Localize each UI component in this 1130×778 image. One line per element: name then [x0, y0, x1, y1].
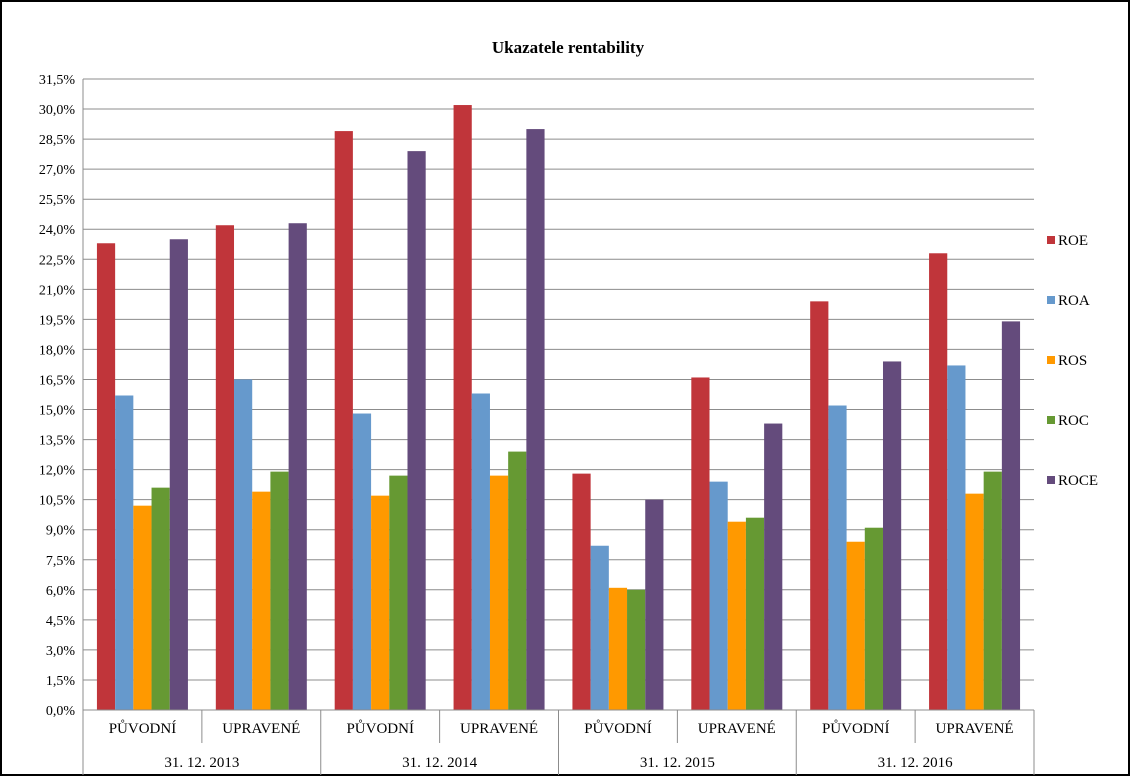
y-tick-label: 24,0%: [39, 223, 76, 238]
bar-roc: [864, 527, 883, 710]
legend-label-ros: ROS: [1058, 353, 1087, 369]
bar-roa: [234, 379, 253, 710]
y-tick-label: 9,0%: [46, 524, 76, 539]
x-tick-label: UPRAVENÉ: [698, 720, 776, 737]
bar-roc: [627, 589, 646, 710]
x-group-label: 31. 12. 2013: [164, 755, 239, 771]
bar-roa: [828, 405, 847, 710]
bar-roe: [810, 301, 829, 710]
bar-roe: [691, 377, 710, 710]
bar-roce: [1001, 321, 1021, 710]
legend-swatch-roe: [1047, 236, 1055, 244]
x-tick-label: PŮVODNÍ: [109, 719, 177, 737]
axes: [82, 79, 1035, 775]
x-group-label: 31. 12. 2014: [402, 755, 478, 771]
x-tick-label: PŮVODNÍ: [584, 719, 652, 737]
y-tick-label: 30,0%: [39, 103, 76, 118]
y-tick-label: 19,5%: [39, 313, 76, 328]
y-tick-label: 25,5%: [39, 193, 76, 208]
x-group-label: 31. 12. 2015: [640, 755, 715, 771]
bar-roce: [764, 423, 783, 710]
y-tick-label: 28,5%: [39, 133, 76, 148]
y-tick-label: 3,0%: [46, 644, 76, 659]
bar-ros: [371, 495, 390, 710]
bar-roce: [882, 361, 902, 710]
bar-roe: [453, 105, 472, 711]
bar-roa: [352, 413, 372, 710]
legend-label-roce: ROCE: [1058, 473, 1098, 489]
y-axis-ticks: 0,0% 1,5% 3,0% 4,5% 6,0% 7,5% 9,0% 10,5% 12,0% 13…: [39, 73, 76, 719]
legend-label-roc: ROC: [1058, 413, 1089, 429]
bar-roce: [526, 129, 545, 711]
bar-ros: [965, 493, 984, 710]
y-tick-label: 27,0%: [39, 163, 76, 178]
bar-ros: [846, 541, 865, 710]
y-tick-label: 7,5%: [46, 554, 76, 569]
bar-ros: [608, 587, 628, 710]
y-tick-label: 18,0%: [39, 343, 76, 358]
bar-roce: [169, 239, 188, 710]
legend-label-roa: ROA: [1058, 293, 1090, 309]
bar-roa: [471, 393, 490, 710]
bar-roc: [983, 471, 1002, 710]
bars: [96, 105, 1021, 711]
y-tick-label: 1,5%: [46, 674, 76, 689]
y-tick-label: 22,5%: [39, 253, 76, 268]
y-tick-label: 21,0%: [39, 283, 76, 298]
bar-roc: [508, 451, 527, 710]
bar-roa: [947, 365, 966, 710]
y-tick-label: 15,0%: [39, 404, 76, 419]
y-tick-label: 31,5%: [39, 73, 76, 88]
y-tick-label: 12,0%: [39, 464, 76, 479]
bar-ros: [133, 505, 152, 710]
bar-roc: [389, 475, 408, 710]
x-tick-label: UPRAVENÉ: [460, 720, 538, 737]
bar-roc: [270, 471, 289, 710]
bar-roe: [929, 253, 948, 710]
bar-roe: [96, 243, 116, 710]
y-tick-label: 16,5%: [39, 373, 76, 388]
bar-ros: [489, 475, 509, 710]
bar-ros: [727, 521, 746, 710]
x-tick-label: PŮVODNÍ: [822, 719, 890, 737]
bar-ros: [252, 491, 271, 710]
bar-roc: [745, 517, 765, 710]
bar-roc: [151, 487, 170, 710]
x-tick-label: PŮVODNÍ: [346, 719, 414, 737]
bar-roa: [709, 481, 728, 710]
bar-roce: [407, 151, 426, 711]
bar-roa: [590, 545, 609, 710]
x-tick-label: UPRAVENÉ: [222, 720, 300, 737]
x-tick-label: UPRAVENÉ: [936, 720, 1014, 737]
bar-roce: [645, 499, 664, 710]
y-tick-label: 6,0%: [46, 584, 76, 599]
y-tick-label: 13,5%: [39, 434, 76, 449]
legend-swatch-roc: [1047, 416, 1055, 424]
y-tick-label: 0,0%: [46, 704, 76, 719]
x-axis-labels: PŮVODNÍ UPRAVENÉ PŮVODNÍ UPRAVENÉ PŮVODNÍ UPR…: [109, 719, 1014, 771]
chart-title: Ukazatele rentability: [492, 38, 645, 57]
bar-roe: [572, 473, 591, 710]
legend-swatch-roa: [1047, 296, 1055, 304]
legend-swatch-roce: [1047, 476, 1055, 484]
bar-roe: [334, 131, 353, 711]
bar-roce: [288, 223, 307, 710]
legend-label-roe: ROE: [1058, 233, 1088, 249]
legend-swatch-ros: [1047, 356, 1055, 364]
bar-roe: [215, 225, 235, 710]
y-tick-label: 4,5%: [46, 614, 76, 629]
y-tick-label: 10,5%: [39, 494, 76, 509]
legend: ROE ROA ROS ROC ROCE: [1047, 233, 1098, 489]
x-group-label: 31. 12. 2016: [878, 755, 954, 771]
bar-roa: [115, 395, 134, 710]
